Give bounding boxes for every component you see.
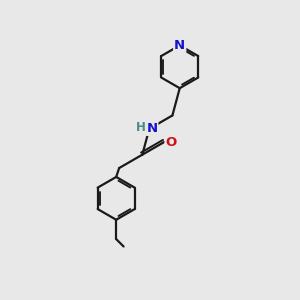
Text: N: N: [147, 122, 158, 135]
Text: H: H: [136, 121, 146, 134]
Text: N: N: [174, 39, 185, 52]
Text: O: O: [165, 136, 176, 148]
